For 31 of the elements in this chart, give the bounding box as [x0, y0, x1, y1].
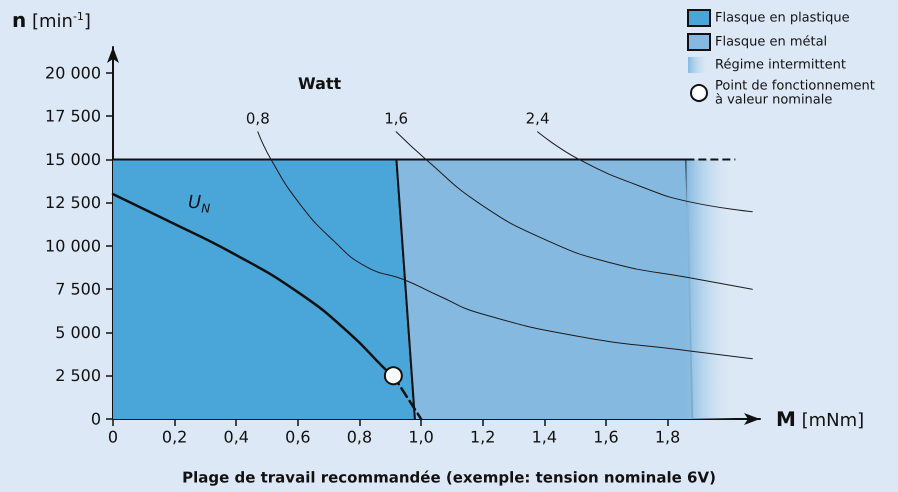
y-tick-label: 15 000 — [45, 150, 101, 169]
series-label: 2,4 — [526, 109, 550, 128]
x-tick-label: 0,8 — [346, 428, 372, 446]
legend-label: Flasque en métal — [715, 34, 828, 50]
legend-label: Régime intermittent — [715, 58, 846, 72]
legend-label: Flasque en plastique — [715, 10, 850, 26]
series-label: 0,8 — [246, 109, 270, 128]
y-axis-title: n [min$^{-1}$] — [12, 8, 91, 32]
x-tick-label: 0,6 — [285, 428, 311, 446]
x-tick-label: 1,2 — [470, 428, 496, 446]
x-tick-label: 1,4 — [532, 428, 558, 446]
x-tick-label: 0,2 — [162, 428, 188, 446]
y-tick-label: 12 500 — [45, 193, 101, 212]
x-tick-label: 0,4 — [224, 428, 249, 446]
y-tick-label: 10 000 — [45, 236, 101, 256]
text: Plage de travail recommandée (exemple: tension nominale 6V) — [182, 468, 716, 486]
y-tick-label: 20 000 — [45, 63, 101, 82]
y-tick-label: 2 500 — [55, 366, 101, 386]
x-tick-label: 1,0 — [408, 428, 434, 446]
x-tick-label: 1,6 — [593, 428, 619, 446]
y-tick-label: 5 000 — [55, 322, 101, 342]
y-tick-label: 17 500 — [45, 106, 101, 126]
x-tick-label: 1,8 — [654, 428, 680, 446]
legend-label: Point de fonctionnement à valeur nominale — [715, 78, 879, 108]
series-label: 1,6 — [384, 109, 408, 128]
x-tick-label: 0 — [108, 428, 118, 446]
annotation: Watt — [298, 74, 342, 93]
y-tick-label: 0 — [90, 410, 101, 428]
y-tick-label: 7 500 — [55, 280, 101, 299]
x-axis-title: M [mNm] — [776, 406, 864, 430]
annotation: U$_{N}$ — [188, 192, 210, 216]
